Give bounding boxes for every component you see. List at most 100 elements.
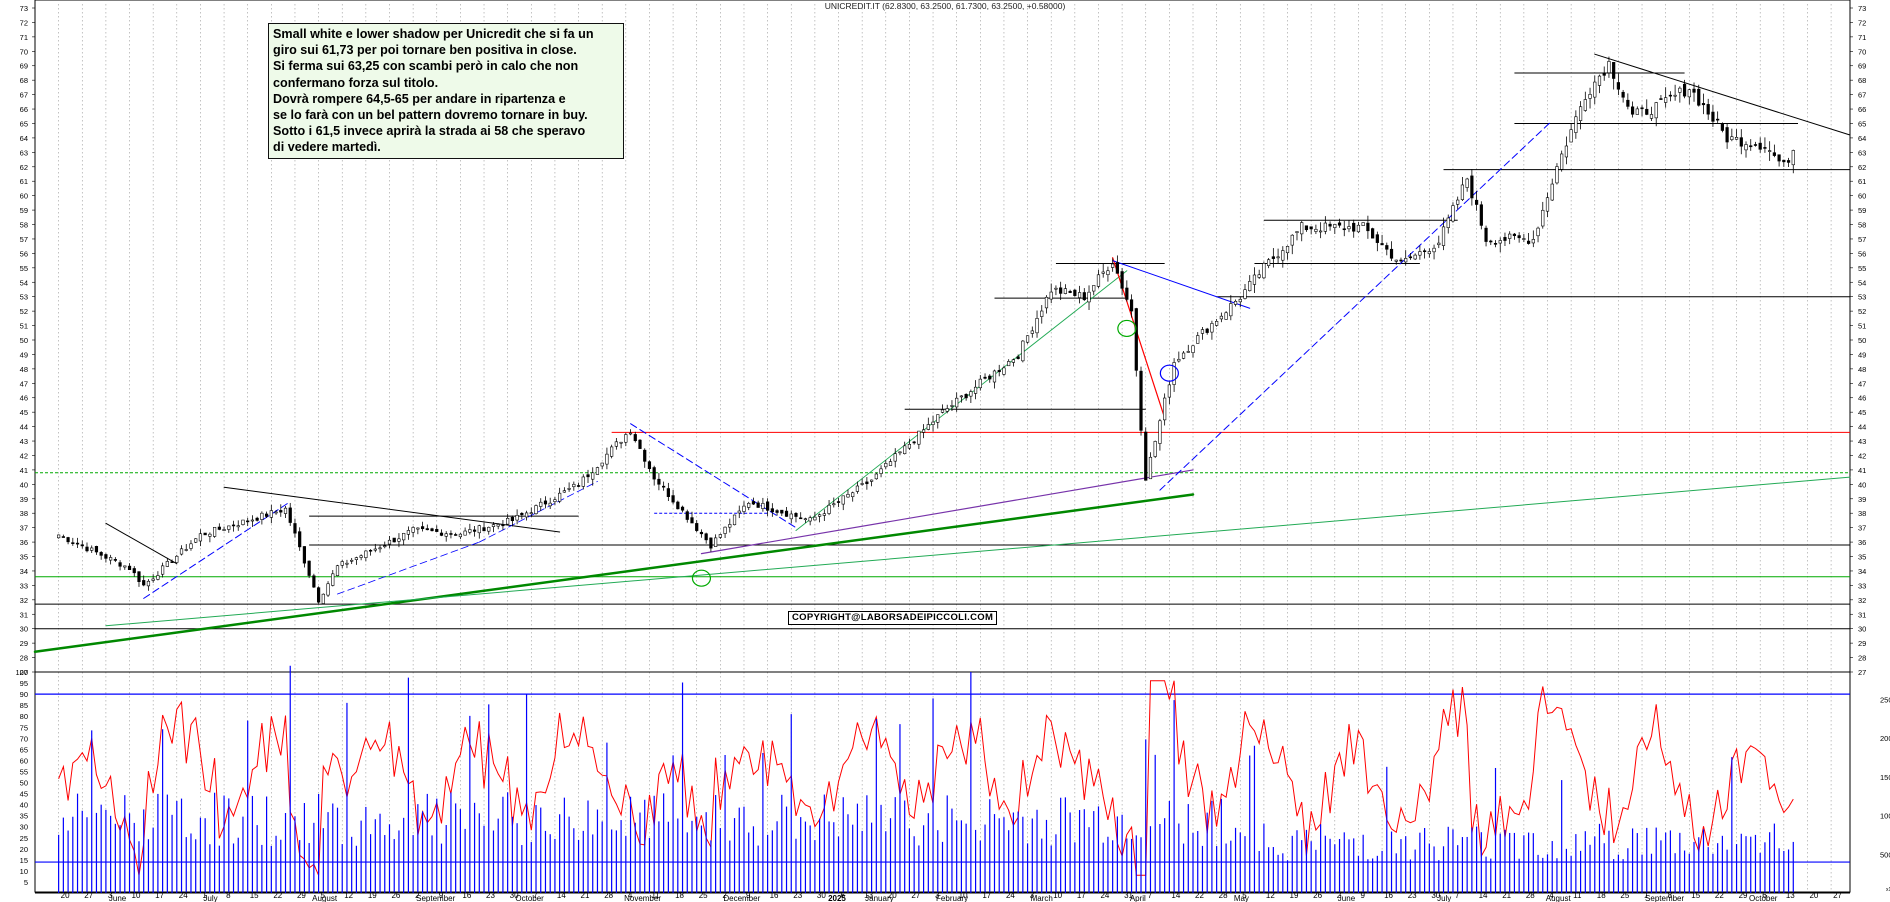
x-month-label: September [416, 894, 455, 902]
x-day-label: 30 [1431, 891, 1440, 900]
candle-body [846, 494, 850, 498]
candle-body [917, 430, 921, 445]
y-tick-label: 42 [20, 451, 28, 460]
x-day-label: 14 [1479, 891, 1488, 900]
candle-body [1158, 420, 1162, 444]
candle-body [1574, 116, 1578, 133]
trend-line [1112, 260, 1251, 309]
candle-body [1238, 298, 1242, 303]
candle-body [1011, 359, 1015, 363]
candle-body [1659, 98, 1663, 100]
y-tick-label: 57 [20, 235, 28, 244]
candle-body [1087, 291, 1091, 303]
candle-body [950, 405, 954, 407]
candle-body [1049, 291, 1053, 300]
candle-body [1144, 431, 1148, 481]
y-tick-label: 55 [20, 264, 28, 273]
y-tick-label: 40 [1858, 480, 1866, 489]
candle-body [1588, 94, 1592, 99]
candle-body [1626, 99, 1630, 107]
candle-body [1205, 328, 1209, 333]
candle-body [104, 554, 108, 559]
candle-body [198, 533, 203, 542]
candle-body [737, 510, 741, 514]
candle-body [435, 528, 439, 532]
candle-body [553, 499, 557, 502]
x-day-label: 16 [770, 891, 779, 900]
candle-body [884, 463, 888, 468]
y-tick-label: 29 [20, 639, 28, 648]
candle-body [1035, 318, 1039, 334]
osc-tick-label: 55 [20, 767, 28, 776]
copyright-label: COPYRIGHT@LABORSADEIPICCOLI.COM [788, 611, 998, 625]
candle-body [1423, 250, 1427, 253]
candle-body [718, 534, 722, 538]
y-tick-label: 67 [20, 91, 28, 100]
x-month-label: November [624, 894, 661, 902]
candle-body [1096, 274, 1101, 287]
candle-body [695, 523, 699, 531]
candle-body [912, 441, 916, 444]
candle-body [1342, 228, 1346, 231]
ellipses [691, 319, 1179, 587]
candle-body [1115, 262, 1119, 274]
candle-body [605, 453, 609, 465]
candle-body [463, 530, 467, 536]
candle-body [766, 501, 770, 511]
x-day-label: 23 [1408, 891, 1417, 900]
note-line: di vedere martedì. [273, 140, 381, 155]
y-tick-label: 61 [20, 177, 28, 186]
x-month-label: January [865, 894, 893, 902]
candle-body [1772, 152, 1776, 156]
candle-body [1276, 256, 1280, 259]
candle-body [1082, 292, 1086, 301]
x-month-label: May [1234, 894, 1249, 902]
candle-body [477, 525, 481, 534]
candle-body [1578, 106, 1583, 121]
candle-body [364, 550, 368, 558]
candle-body [241, 519, 245, 525]
x-day-label: 22 [1715, 891, 1724, 900]
candle-body [496, 524, 500, 527]
candle-body [387, 539, 392, 545]
candle-body [1304, 225, 1309, 231]
candle-body [75, 542, 80, 545]
y-tick-label: 31 [1858, 610, 1866, 619]
y-tick-label: 66 [1858, 105, 1866, 114]
candle-body [321, 593, 325, 604]
x-day-label: 6 [841, 891, 846, 900]
candle-body [1763, 147, 1767, 149]
osc-tick-label: 30 [20, 823, 28, 832]
candle-body [326, 583, 330, 596]
candle-body [865, 481, 869, 485]
candle-body [274, 511, 278, 514]
trend-line [105, 522, 178, 565]
y-tick-label: 60 [1858, 192, 1866, 201]
candle-body [1300, 222, 1304, 235]
candle-body [1281, 250, 1285, 261]
candle-body [397, 538, 401, 542]
candle-body [699, 531, 704, 535]
x-day-label: 16 [1384, 891, 1393, 900]
y-tick-label: 36 [20, 538, 28, 547]
x-month-label: February [936, 894, 968, 902]
candle-body [279, 510, 283, 513]
candle-body [449, 533, 453, 535]
candle-body [1555, 166, 1559, 184]
y-tick-label: 65 [20, 119, 28, 128]
candle-body [1215, 321, 1219, 326]
candle-body [1167, 384, 1171, 398]
candle-body [1148, 456, 1153, 480]
y-tick-label: 71 [20, 33, 28, 42]
candle-body [146, 580, 151, 587]
candle-body [1314, 228, 1318, 232]
candle-body [1153, 441, 1157, 457]
note-line: se lo farà con un bel pattern dovremo to… [273, 108, 588, 123]
candle-body [1512, 233, 1517, 237]
y-tick-label: 50 [1858, 336, 1866, 345]
x-day-label: 1 [202, 891, 207, 900]
y-tick-label: 46 [1858, 394, 1866, 403]
candle-body [1186, 351, 1190, 353]
candle-body [1210, 323, 1214, 333]
note-line: Sotto i 61,5 invece aprirà la strada ai … [273, 124, 586, 139]
